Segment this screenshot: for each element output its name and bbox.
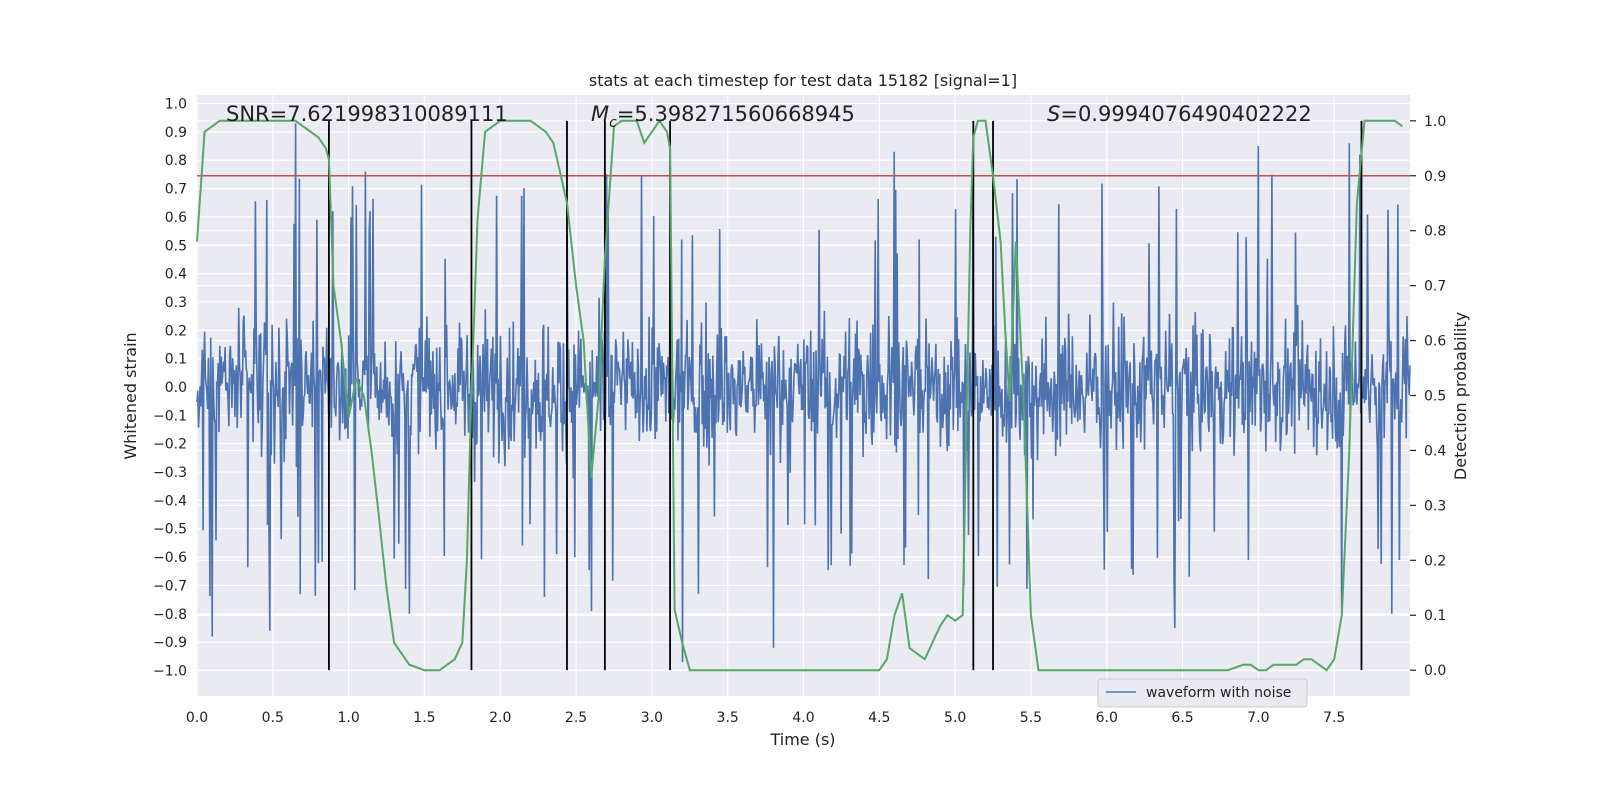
chirp-mass-symbol: M xyxy=(591,102,609,126)
y-tick-label: 0.1 xyxy=(165,352,187,368)
y2-tick-labels: 1.0 0.9 0.8 0.7 0.6 0.5 0.4 0.3 0.2 0.1 0.0 xyxy=(1410,114,1446,679)
x-tick-label: 2.5 xyxy=(565,710,587,726)
legend-box xyxy=(1097,678,1308,708)
legend: waveform with noise xyxy=(1097,678,1308,708)
snr-annotation: SNR=7.621998310089111 xyxy=(226,102,508,126)
x-axis-label: Time (s) xyxy=(769,730,835,749)
x-tick-label: 3.0 xyxy=(641,710,663,726)
y-tick-label: 0.9 xyxy=(165,125,187,141)
x-tick-label: 5.0 xyxy=(944,710,966,726)
y-tick-label: −1.0 xyxy=(153,663,187,679)
y2-tick-label: 0.2 xyxy=(1424,553,1446,569)
y2-tick-label: 0.7 xyxy=(1424,279,1446,295)
y2-tick-label: 0.5 xyxy=(1424,389,1446,405)
x-tick-label: 6.5 xyxy=(1171,710,1193,726)
chirp-mass-value: =5.398271560668945 xyxy=(617,102,855,126)
chirp-mass-annotation: Mc=5.398271560668945 xyxy=(591,102,855,131)
y-tick-labels: 1.0 0.9 0.8 0.7 0.6 0.5 0.4 0.3 0.2 0.1 0.0 −0.1 −0.… xyxy=(153,97,187,680)
y-tick-label: −0.7 xyxy=(153,578,187,594)
x-tick-label: 4.5 xyxy=(868,710,890,726)
y2-tick-label: 0.6 xyxy=(1424,334,1446,350)
x-tick-label: 0.5 xyxy=(262,710,284,726)
detection-probability-series xyxy=(196,119,1403,672)
chirp-mass-subscript: c xyxy=(609,115,617,131)
x-tick-label: 5.5 xyxy=(1020,710,1042,726)
waveform-series xyxy=(196,123,1411,663)
y-tick-label: −0.2 xyxy=(153,437,187,453)
x-tick-label: 7.5 xyxy=(1323,710,1345,726)
x-tick-label: 3.5 xyxy=(717,710,739,726)
y2-tick-label: 0.8 xyxy=(1424,224,1446,240)
x-tick-label: 4.0 xyxy=(792,710,814,726)
s-annotation: S=0.9994076490402222 xyxy=(1047,102,1312,126)
s-symbol: S xyxy=(1047,102,1060,126)
s-value: =0.9994076490402222 xyxy=(1060,102,1311,126)
x-tick-labels: 0.0 0.5 1.0 1.5 2.0 2.5 3.0 3.5 4.0 4.5 5.0 5.5 6.0 6… xyxy=(186,710,1345,726)
y2-tick-label: 0.4 xyxy=(1424,443,1446,459)
y2-tick-label: 0.3 xyxy=(1424,498,1446,514)
y-tick-label: −0.8 xyxy=(153,607,187,623)
y-tick-label: 0.3 xyxy=(165,295,187,311)
y-tick-label: 0.7 xyxy=(165,182,187,198)
x-tick-label: 0.0 xyxy=(186,710,208,726)
chart-title: stats at each timestep for test data 151… xyxy=(589,71,1017,90)
y2-tick-label: 0.0 xyxy=(1424,663,1446,679)
x-tick-label: 2.0 xyxy=(489,710,511,726)
y-tick-label: 0.4 xyxy=(165,267,187,283)
x-tick-label: 1.0 xyxy=(337,710,359,726)
y-tick-label: −0.3 xyxy=(153,465,187,481)
x-tick-label: 7.0 xyxy=(1247,710,1269,726)
y-tick-label: −0.4 xyxy=(153,493,187,509)
x-tick-label: 1.5 xyxy=(413,710,435,726)
y-tick-label: 0.2 xyxy=(165,323,187,339)
y-tick-label: 0.8 xyxy=(165,153,187,169)
y2-tick-label: 0.9 xyxy=(1424,169,1446,185)
y-tick-label: −0.6 xyxy=(153,550,187,566)
y-axis-label: Whitened strain xyxy=(121,332,140,459)
y-tick-label: −0.5 xyxy=(153,522,187,538)
x-tick-label: 6.0 xyxy=(1096,710,1118,726)
y2-tick-label: 1.0 xyxy=(1424,114,1446,130)
y-tick-label: 0.6 xyxy=(165,210,187,226)
y-tick-label: 1.0 xyxy=(165,97,187,113)
y-tick-label: 0.0 xyxy=(165,380,187,396)
y-tick-label: 0.5 xyxy=(165,238,187,254)
y-tick-label: −0.9 xyxy=(153,635,187,651)
y2-axis-label: Detection probability xyxy=(1451,312,1470,480)
y2-tick-label: 0.1 xyxy=(1424,608,1446,624)
legend-label: waveform with noise xyxy=(1146,685,1291,701)
y-tick-label: −0.1 xyxy=(153,408,187,424)
vertical-markers xyxy=(328,120,1363,671)
